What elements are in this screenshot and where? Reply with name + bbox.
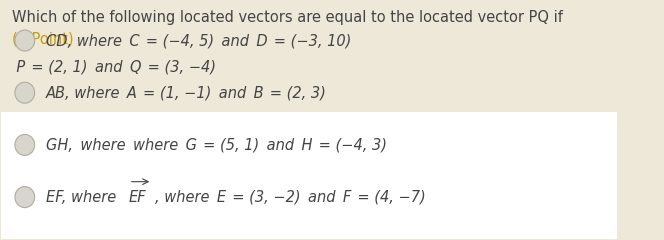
Text: CD, where C  = (−4, 5) and D  = (−3, 10): CD, where C = (−4, 5) and D = (−3, 10) [46,33,351,48]
Text: (1 Point): (1 Point) [13,31,74,46]
Text: Which of the following located vectors are equal to the located vector PQ if: Which of the following located vectors a… [13,10,563,25]
Ellipse shape [15,30,35,51]
Text: AB, where A  = (1, −1) and B  = (2, 3): AB, where A = (1, −1) and B = (2, 3) [46,85,327,100]
Ellipse shape [15,134,35,156]
Ellipse shape [15,82,35,103]
Text: EF, where: EF, where [46,190,124,204]
Text: , where E  = (3, −2) and F  = (4, −7): , where E = (3, −2) and F = (4, −7) [155,190,426,204]
Text: P  = (2, 1)  and  Q  = (3, −4): P = (2, 1) and Q = (3, −4) [13,60,216,74]
Text: EF: EF [129,190,147,204]
Bar [1,1,617,112]
Text: GH, where where G  = (5, 1) and H  = (−4, 3): GH, where where G = (5, 1) and H = (−4, … [46,138,386,152]
Bar [1,112,617,239]
Ellipse shape [15,186,35,208]
